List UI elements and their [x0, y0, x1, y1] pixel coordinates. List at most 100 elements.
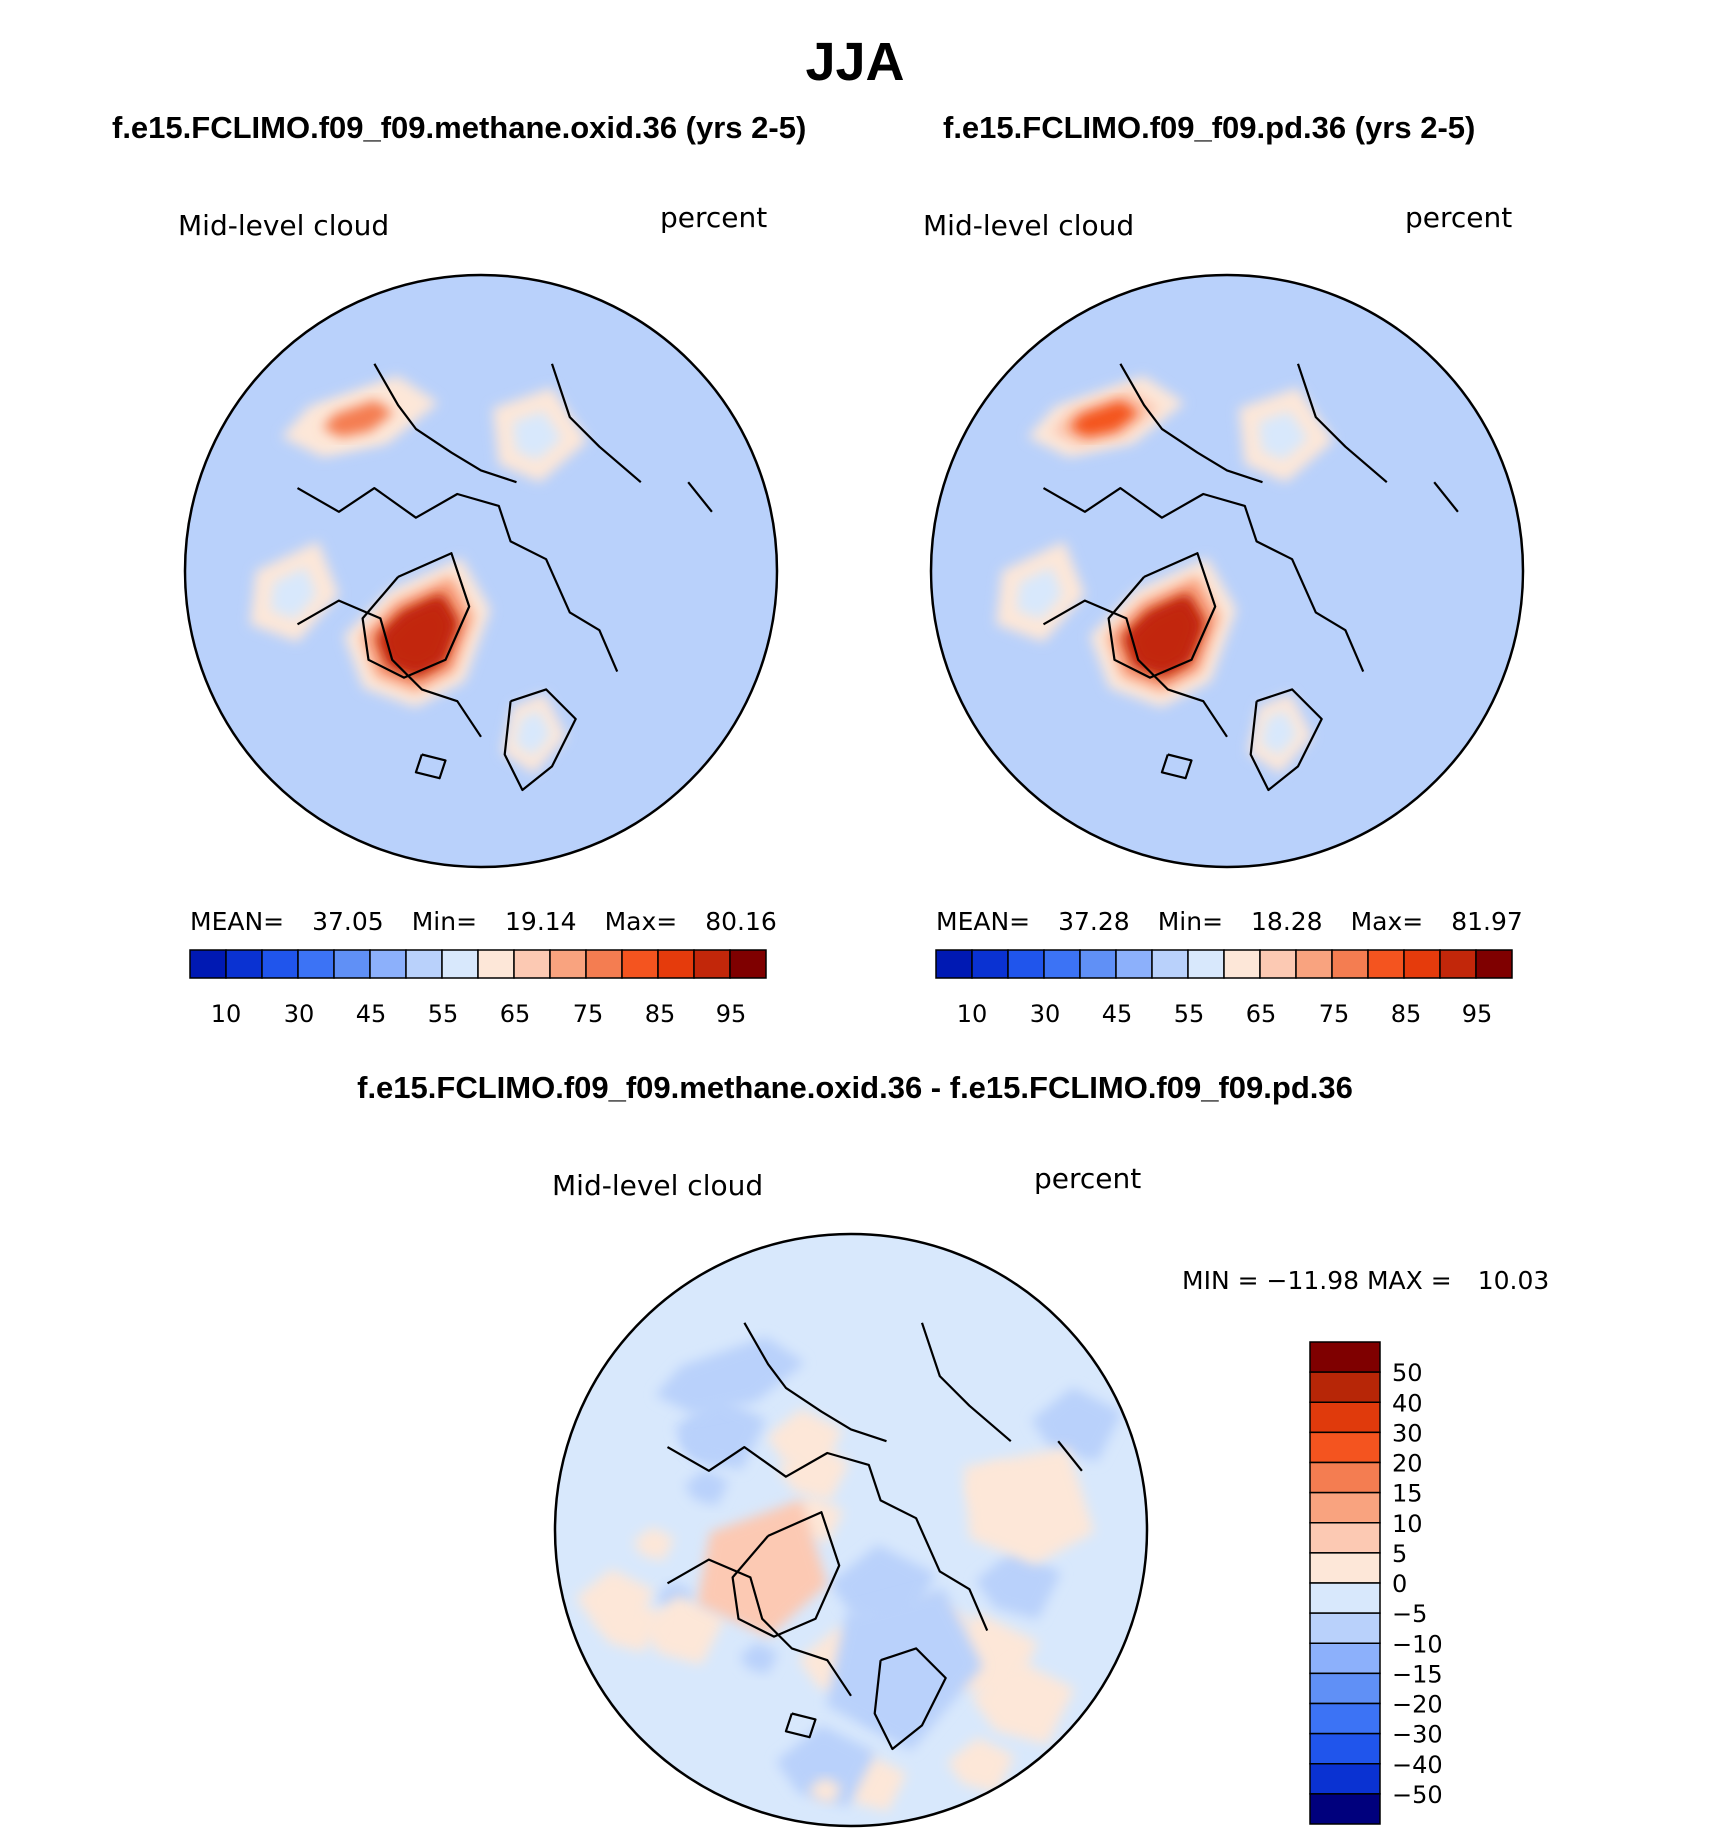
- diff-field-label: Mid-level cloud: [552, 1169, 764, 1202]
- colorbar-tick-label: −15: [1392, 1660, 1443, 1688]
- coastline: [373, 363, 517, 484]
- colorbar-tick-label: 0: [1392, 1570, 1407, 1598]
- coastline: [1042, 487, 1365, 673]
- colorbar-tick-label: 30: [1030, 1000, 1061, 1028]
- himalaya-tibet-anomaly: [655, 1336, 805, 1415]
- right-max-label: Max=: [1350, 907, 1424, 936]
- siberia-east-contour: [1016, 567, 1063, 620]
- left-map: [183, 273, 779, 869]
- right-field-label: Mid-level cloud: [923, 209, 1135, 242]
- colorbar-box: [729, 949, 767, 979]
- colorbar-tick-label: −30: [1392, 1721, 1443, 1749]
- coastline: [920, 1322, 1012, 1443]
- left-min-label: Min=: [411, 907, 478, 936]
- colorbar-box: [333, 949, 371, 979]
- coastline: [743, 1322, 887, 1443]
- colorbar-box: [1079, 949, 1117, 979]
- coastline: [1433, 481, 1459, 513]
- colorbar-box: [693, 949, 731, 979]
- anomaly-patch: [808, 1777, 842, 1805]
- colorbar-box: [261, 949, 299, 979]
- colorbar-tick-label: −20: [1392, 1691, 1443, 1719]
- colorbar-tick-label: 65: [500, 1000, 531, 1028]
- himalaya-tibet-contour: [322, 400, 394, 438]
- colorbar-box: [1309, 1793, 1381, 1825]
- colorbar-box: [1223, 949, 1261, 979]
- colorbar-box: [1309, 1763, 1381, 1795]
- colorbar-box: [1309, 1642, 1381, 1675]
- diff-units-label: percent: [1034, 1162, 1142, 1195]
- anomaly-patch: [575, 1569, 655, 1634]
- contour-field: [185, 275, 777, 867]
- colorbar-box: [1309, 1341, 1381, 1373]
- colorbar-box: [935, 949, 973, 979]
- right-min-value: 18.28: [1251, 907, 1323, 936]
- right-map: [929, 273, 1525, 869]
- europe-scandinavia-anomaly: [826, 1588, 983, 1751]
- colorbar-tick-label: 85: [1391, 1000, 1422, 1028]
- colorbar-box: [657, 949, 695, 979]
- scandinavia-contour: [514, 710, 552, 757]
- coastline: [296, 487, 619, 673]
- colorbar-box: [1295, 949, 1333, 979]
- colorbar-box: [1309, 1491, 1381, 1524]
- colorbar-box: [477, 949, 515, 979]
- coastline: [1119, 363, 1263, 484]
- coastline: [1160, 753, 1193, 780]
- colorbar-box: [1439, 949, 1477, 979]
- colorbar-tick-label: 45: [356, 1000, 387, 1028]
- right-max-value: 81.97: [1451, 907, 1523, 936]
- alaska-yukon-contour: [512, 411, 562, 461]
- colorbar-box: [297, 949, 335, 979]
- colorbar-box: [1043, 949, 1081, 979]
- coastline: [873, 1647, 947, 1751]
- colorbar-box: [1309, 1371, 1381, 1403]
- colorbar-tick-label: 15: [1392, 1480, 1423, 1508]
- anomaly-patch: [947, 1737, 1015, 1793]
- coastline: [361, 552, 471, 679]
- left-min-value: 19.14: [505, 907, 577, 936]
- alaska-yukon-contour: [1258, 411, 1308, 461]
- colorbar-box: [1007, 949, 1045, 979]
- colorbar-box: [225, 949, 263, 979]
- diff-map: [553, 1232, 1149, 1828]
- colorbar-tick-label: −10: [1392, 1630, 1443, 1658]
- colorbar-box: [549, 949, 587, 979]
- colorbar-tick-label: 40: [1392, 1389, 1423, 1417]
- diff-panel-title: f.e15.FCLIMO.f09_f09.methane.oxid.36 - f…: [357, 1070, 1353, 1105]
- colorbar-box: [1309, 1552, 1381, 1584]
- colorbar-tick-label: 75: [1319, 1000, 1350, 1028]
- colorbar-tick-label: 10: [957, 1000, 988, 1028]
- map-border: [553, 1232, 1149, 1828]
- colorbar-box: [513, 949, 551, 979]
- colorbar-tick-label: 85: [645, 1000, 676, 1028]
- colorbar-tick-label: 50: [1392, 1359, 1423, 1387]
- anomaly-patch: [633, 1526, 675, 1561]
- colorbar-tick-label: 95: [1462, 1000, 1493, 1028]
- siberia-central-anomaly: [963, 1447, 1094, 1565]
- coastline: [1042, 599, 1228, 738]
- coastline: [503, 688, 577, 792]
- colorbar-tick-label: 75: [573, 1000, 604, 1028]
- diff-max-label: MAX =: [1366, 1266, 1452, 1295]
- map-border: [929, 273, 1525, 869]
- colorbar-tick-label: 30: [284, 1000, 315, 1028]
- colorbar-box: [1367, 949, 1405, 979]
- left-max-value: 80.16: [705, 907, 777, 936]
- coastline: [296, 599, 482, 738]
- colorbar-box: [1115, 949, 1153, 979]
- map-border: [183, 273, 779, 869]
- left-max-label: Max=: [604, 907, 678, 936]
- colorbar-tick-label: 30: [1392, 1419, 1423, 1447]
- colorbar-box: [1309, 1431, 1381, 1464]
- right-panel-title: f.e15.FCLIMO.f09_f09.pd.36 (yrs 2-5): [943, 110, 1476, 145]
- anomaly-patch: [639, 1595, 725, 1665]
- colorbar-tick-label: −40: [1392, 1751, 1443, 1779]
- coastline: [1249, 688, 1323, 792]
- colorbar-box: [1309, 1461, 1381, 1494]
- contour-field: [931, 275, 1523, 867]
- colorbar-box: [621, 949, 659, 979]
- coastline: [1057, 1440, 1083, 1472]
- colorbar-box: [1309, 1672, 1381, 1705]
